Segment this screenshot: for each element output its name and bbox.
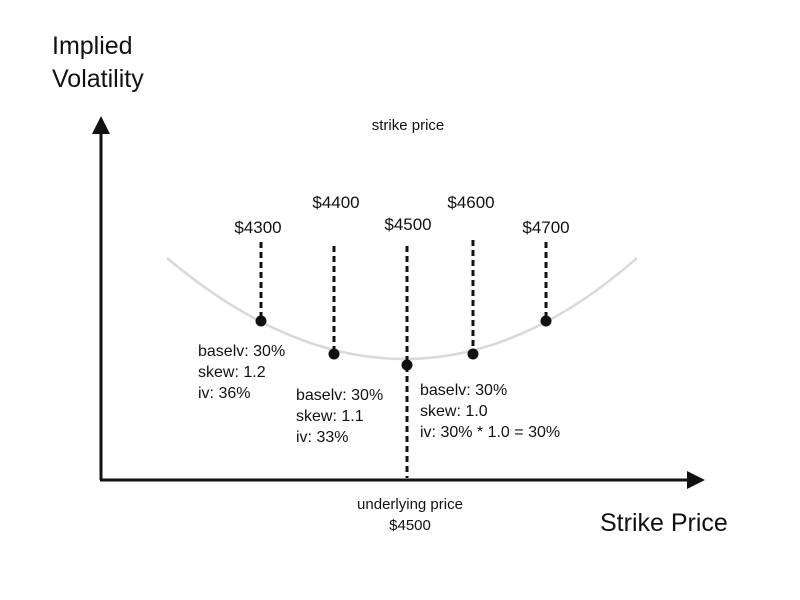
annotation-4500: baselv: 30% skew: 1.0 iv: 30% * 1.0 = 30… — [420, 382, 560, 441]
annotation-4300-iv: iv: 36% — [198, 385, 250, 402]
strike-point-4300 — [255, 315, 267, 327]
strike-point-4500 — [401, 359, 413, 371]
x-axis-arrowhead — [687, 471, 705, 489]
y-axis-arrowhead — [92, 116, 110, 134]
strike-label-4400: $4400 — [312, 193, 359, 212]
annotation-4400-skew: skew: 1.1 — [296, 408, 364, 425]
strike-label-4700: $4700 — [522, 218, 569, 237]
annotation-4500-base-iv: baselv: 30% — [420, 382, 507, 399]
strike-label-4500: $4500 — [384, 215, 431, 234]
x-axis-label: Strike Price — [600, 509, 728, 537]
strike-point-4400 — [328, 348, 340, 360]
underlying-price-caption: underlying price — [357, 496, 463, 513]
underlying-price-value: $4500 — [389, 517, 431, 534]
strike-label-4300: $4300 — [234, 218, 281, 237]
annotation-4500-skew: skew: 1.0 — [420, 403, 488, 420]
strike-price-caption: strike price — [372, 117, 445, 134]
strike-point-4600 — [467, 348, 479, 360]
annotation-4500-iv: iv: 30% * 1.0 = 30% — [420, 424, 560, 441]
strike-point-4700 — [540, 315, 552, 327]
annotation-4400-iv: iv: 33% — [296, 429, 348, 446]
strike-label-4600: $4600 — [447, 193, 494, 212]
y-axis-label-line-2: Volatility — [52, 65, 144, 93]
y-axis-label-line-1: Implied — [52, 32, 133, 60]
annotation-4300: baselv: 30% skew: 1.2 iv: 36% — [198, 343, 285, 402]
annotation-4300-base-iv: baselv: 30% — [198, 343, 285, 360]
annotation-4400-base-iv: baselv: 30% — [296, 387, 383, 404]
annotation-4400: baselv: 30% skew: 1.1 iv: 33% — [296, 387, 383, 446]
annotation-4300-skew: skew: 1.2 — [198, 364, 266, 381]
volatility-smile-curve — [166, 257, 638, 361]
